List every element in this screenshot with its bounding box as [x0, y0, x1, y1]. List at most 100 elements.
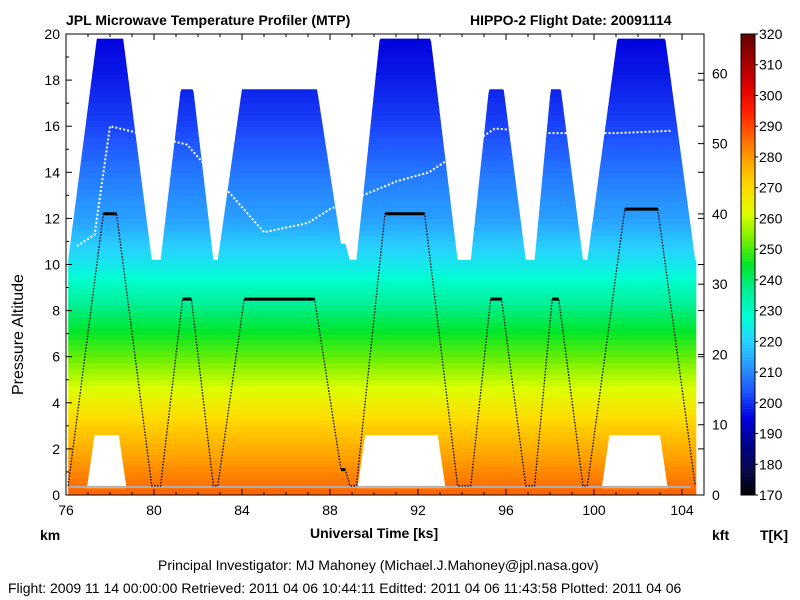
y-tick-label: 10 — [44, 257, 60, 273]
colorbar-segment — [741, 110, 755, 115]
colorbar-segment — [741, 126, 755, 130]
temperature-band — [68, 172, 697, 179]
colorbar-segment — [741, 101, 755, 106]
colorbar-segment — [741, 286, 755, 290]
colorbar-segment — [741, 249, 755, 253]
colorbar-segment — [741, 55, 755, 60]
temperature-band — [68, 379, 697, 387]
colorbar-segment — [741, 190, 755, 195]
temperature-band — [68, 143, 697, 150]
colorbar-segment — [741, 332, 755, 336]
colorbar-segment — [741, 37, 755, 41]
left-axis-unit: km — [40, 527, 61, 543]
x-axis-label: Universal Time [ks] — [310, 525, 439, 541]
colorbar-segment — [741, 372, 755, 376]
colorbar-segment — [741, 144, 755, 149]
colorbar-segment — [741, 233, 755, 238]
x-tick-label: 84 — [234, 502, 250, 518]
colorbar-segment — [741, 86, 755, 90]
temperature-band — [68, 333, 697, 341]
colorbar-segment — [741, 298, 755, 302]
colorbar-frame — [740, 33, 756, 496]
colorbar-segment — [741, 485, 755, 490]
temperature-band — [68, 38, 697, 41]
colorbar-segment — [741, 239, 755, 244]
colorbar-segment — [741, 292, 755, 296]
missing-data-region — [601, 435, 668, 489]
temperature-band — [68, 356, 697, 364]
colorbar-segment — [741, 178, 755, 183]
kft-tick-label: 10 — [712, 417, 728, 433]
colorbar-segment — [741, 224, 755, 229]
temperature-band — [68, 264, 697, 271]
colorbar-segment — [741, 138, 755, 143]
temperature-band — [68, 126, 697, 133]
colorbar-segment — [741, 418, 755, 422]
colorbar-segment — [741, 107, 755, 112]
temperature-band — [68, 316, 697, 323]
colorbar-segment — [741, 353, 755, 358]
colorbar-segment — [741, 393, 755, 398]
colorbar-segment — [741, 104, 755, 109]
colorbar-segment — [741, 313, 755, 318]
temperature-band — [68, 425, 697, 433]
temperature-band — [68, 402, 697, 410]
temperature-field — [68, 38, 697, 495]
missing-data-region — [86, 435, 127, 489]
colorbar-segment — [741, 424, 755, 428]
colorbar-segment — [741, 310, 755, 315]
x-tick-label: 100 — [582, 502, 606, 518]
colorbar-segment — [741, 187, 755, 192]
colorbar-segment — [741, 236, 755, 241]
temperature-band — [68, 489, 697, 495]
temperature-band — [68, 80, 697, 87]
y-axis-label: Pressure Altitude — [10, 274, 27, 395]
colorbar-segment — [741, 405, 755, 410]
colorbar-tick-label: 250 — [759, 241, 783, 257]
colorbar-segment — [741, 141, 755, 146]
colorbar-segment — [741, 433, 755, 438]
colorbar-segment — [741, 350, 755, 355]
colorbar-segment — [741, 123, 755, 127]
colorbar-segment — [741, 381, 755, 385]
colorbar-tick-label: 290 — [759, 118, 783, 134]
colorbar-tick-label: 220 — [759, 333, 783, 349]
y-tick-label: 8 — [52, 303, 60, 319]
colorbar-segment — [741, 458, 755, 462]
temperature-band — [68, 74, 697, 81]
temperature-band — [68, 270, 697, 277]
colorbar-segment — [741, 43, 755, 47]
colorbar-segment — [741, 175, 755, 179]
colorbar-tick-label: 240 — [759, 272, 783, 288]
temperature-band — [68, 160, 697, 168]
colorbar-segment — [741, 322, 755, 327]
kft-tick-label: 30 — [712, 276, 728, 292]
right-axis-unit: kft — [712, 527, 730, 543]
colorbar-segment — [741, 304, 755, 309]
x-tick-label: 88 — [322, 502, 338, 518]
colorbar-segment — [741, 193, 755, 198]
y-tick-label: 14 — [44, 164, 60, 180]
colorbar-segment — [741, 258, 755, 262]
temperature-band — [68, 166, 697, 173]
y-tick-label: 2 — [52, 441, 60, 457]
colorbar-segment — [741, 156, 755, 161]
temperature-band — [68, 178, 697, 185]
temperature-band — [68, 310, 697, 317]
colorbar-segment — [741, 261, 755, 265]
colorbar-unit: T[K] — [760, 527, 788, 543]
colorbar-segment — [741, 344, 755, 348]
colorbar-segment — [741, 67, 755, 72]
temperature-band — [68, 281, 697, 289]
chart-title: JPL Microwave Temperature Profiler (MTP) — [66, 12, 351, 28]
colorbar-segment — [741, 282, 755, 287]
temperature-band — [68, 120, 697, 127]
colorbar-tick-label: 180 — [759, 456, 783, 472]
temperature-band — [68, 189, 697, 196]
colorbar-segment — [741, 129, 755, 133]
colorbar-segment — [741, 378, 755, 382]
kft-tick-label: 60 — [712, 65, 728, 81]
colorbar-segment — [741, 160, 755, 164]
colorbar-segment — [741, 209, 755, 213]
temperature-band — [68, 51, 697, 58]
